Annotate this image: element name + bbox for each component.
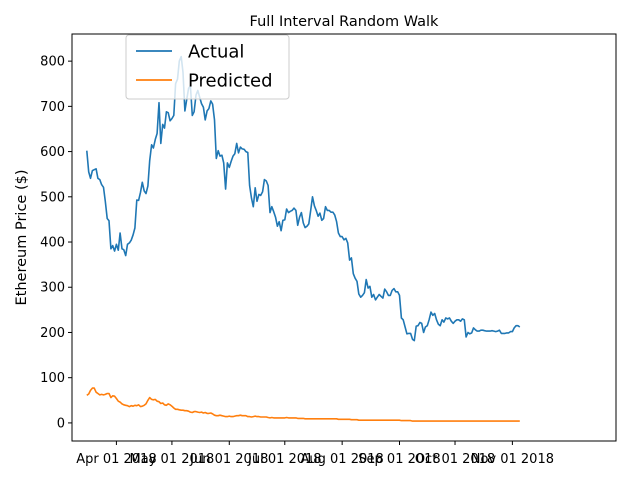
x-tick-label: Apr 01 2018 <box>76 452 156 467</box>
y-tick-label: 400 <box>40 236 65 251</box>
legend-label-predicted: Predicted <box>188 71 273 92</box>
x-tick-label: May 01 2018 <box>130 452 215 467</box>
y-tick-label: 700 <box>40 100 65 115</box>
axes-frame <box>71 33 617 442</box>
x-tick-label: Jun 01 2018 <box>189 452 268 467</box>
chart-title: Full Interval Random Walk <box>250 14 440 30</box>
x-tick-label: Nov 01 2018 <box>471 452 554 467</box>
y-tick-label: 100 <box>40 371 65 386</box>
x-tick-label: Sep 01 2018 <box>358 452 440 467</box>
series-line-actual <box>86 55 521 342</box>
y-tick-label: 300 <box>40 281 65 296</box>
y-tick-label: 0 <box>57 416 65 431</box>
series-line-predicted <box>86 387 520 422</box>
x-tick-label: Aug 01 2018 <box>301 452 384 467</box>
legend: Actual Predicted <box>125 34 290 100</box>
y-tick-label: 600 <box>40 145 65 160</box>
y-axis-ticks: 0 100 200 300 400 500 600 700 800 <box>40 55 72 431</box>
y-tick-label: 200 <box>40 326 65 341</box>
x-tick-label: Oct 01 2018 <box>415 452 495 467</box>
legend-label-actual: Actual <box>188 42 244 63</box>
x-tick-label: Jul 01 2018 <box>247 452 322 467</box>
y-tick-label: 500 <box>40 190 65 205</box>
y-axis-label: Ethereum Price ($) <box>14 170 30 306</box>
y-tick-label: 800 <box>40 55 65 70</box>
plot-area <box>86 55 521 422</box>
